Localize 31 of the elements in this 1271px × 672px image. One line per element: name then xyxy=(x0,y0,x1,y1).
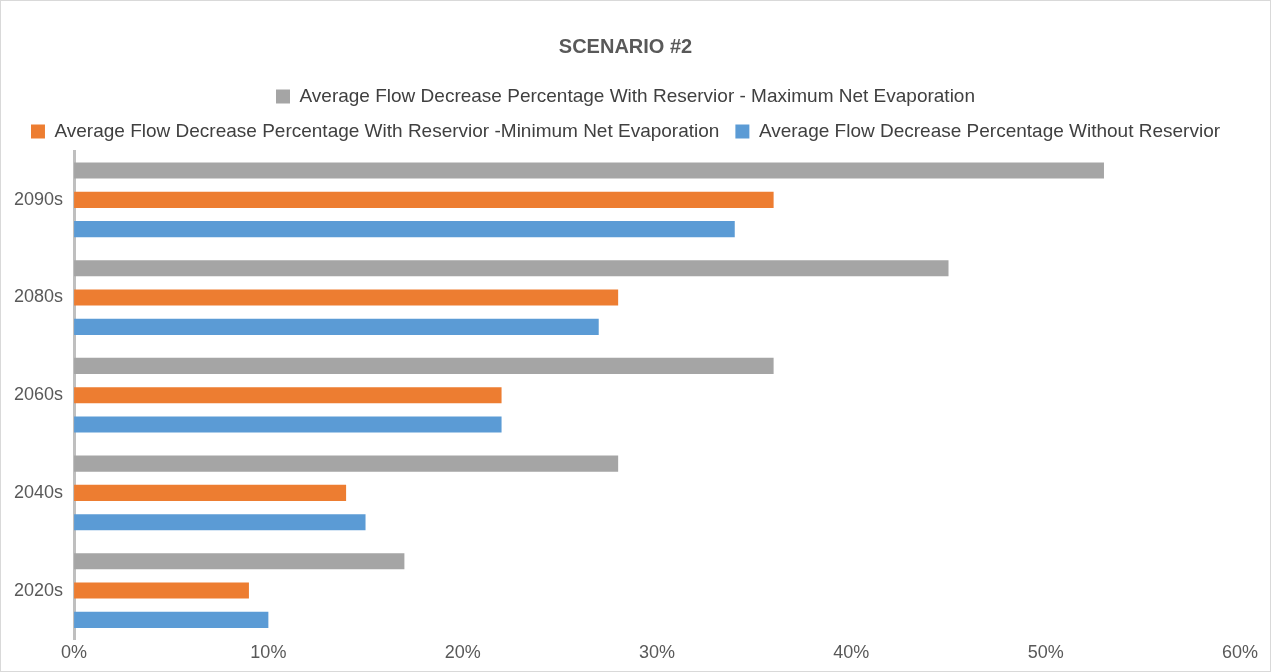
bar xyxy=(74,162,1104,179)
bar xyxy=(74,387,502,404)
y-tick-label: 2040s xyxy=(14,481,64,502)
bar xyxy=(74,455,619,472)
bar xyxy=(74,484,347,501)
bar xyxy=(74,357,774,374)
chart-title: SCENARIO #2 xyxy=(558,34,693,57)
x-tick-label: 40% xyxy=(833,642,870,663)
bar xyxy=(74,318,599,335)
bar xyxy=(74,191,774,208)
legend-label: Average Flow Decrease Percentage With Reservior -Minimum Net Evaporation xyxy=(54,119,720,141)
legend-label: Average Flow Decrease Percentage Without Reservior xyxy=(758,119,1221,141)
x-tick-label: 20% xyxy=(444,642,481,663)
bar xyxy=(74,221,735,238)
x-tick-label: 10% xyxy=(250,642,287,663)
bar xyxy=(74,582,249,599)
y-tick-label: 2080s xyxy=(14,286,64,307)
x-tick-label: 30% xyxy=(639,642,676,663)
bar xyxy=(74,260,949,277)
bar xyxy=(74,553,405,570)
bar xyxy=(74,289,619,306)
bar xyxy=(74,611,269,628)
legend-label: Average Flow Decrease Percentage With Reservior - Maximum Net Evaporation xyxy=(299,84,975,106)
y-tick-label: 2060s xyxy=(14,384,64,405)
x-tick-label: 60% xyxy=(1221,642,1259,663)
y-tick-label: 2090s xyxy=(14,188,64,209)
y-tick-label: 2020s xyxy=(14,579,64,600)
x-tick-label: 50% xyxy=(1027,642,1064,663)
bar xyxy=(74,416,502,433)
bar xyxy=(74,514,366,531)
x-tick-label: 0% xyxy=(61,642,88,663)
